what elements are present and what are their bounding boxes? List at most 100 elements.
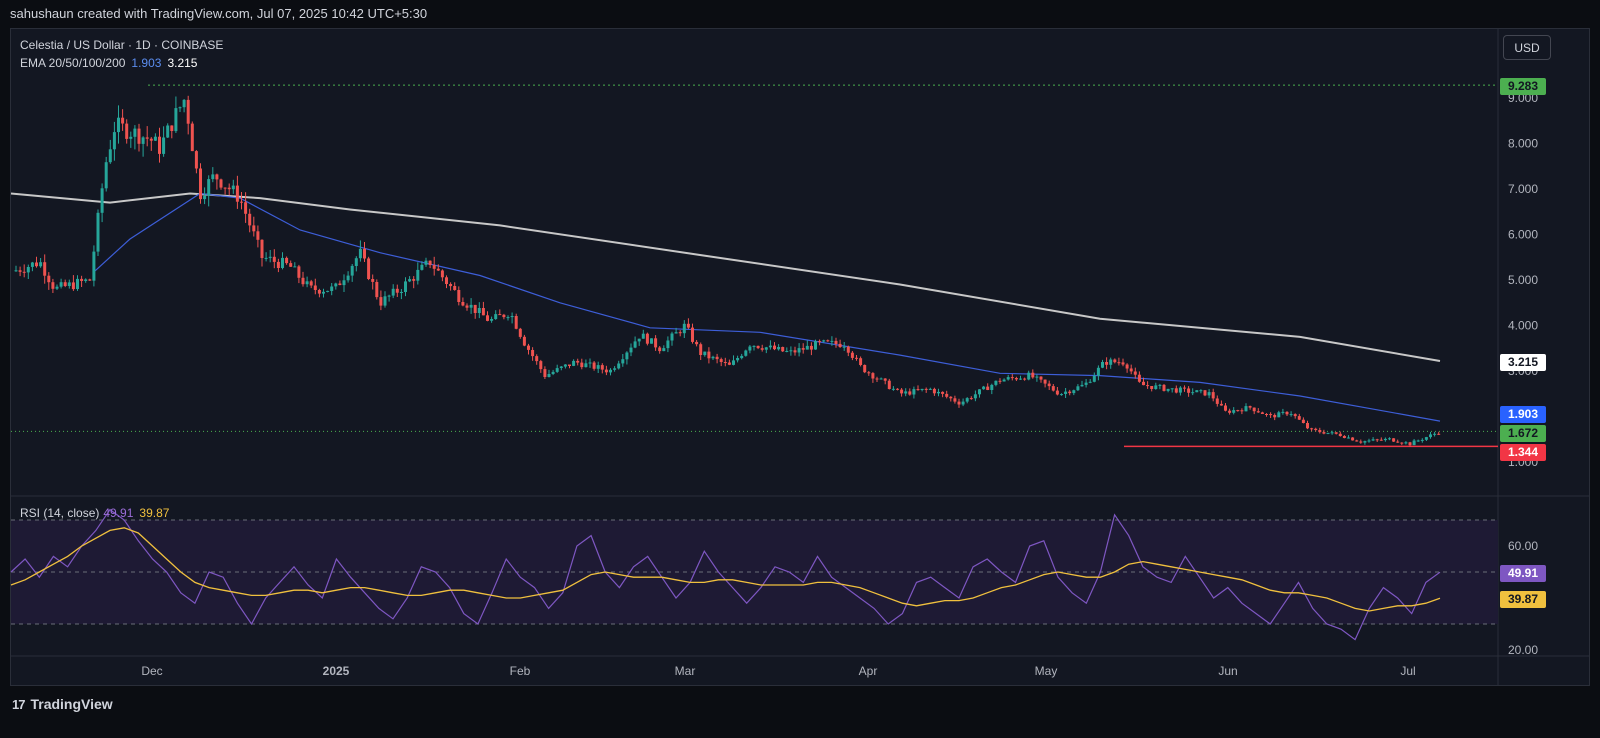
candle-body-288 bbox=[1195, 390, 1199, 393]
candle-body-148 bbox=[621, 359, 625, 364]
candle-body-337 bbox=[1396, 441, 1400, 443]
candle-body-181 bbox=[756, 345, 760, 349]
candle-body-93 bbox=[395, 288, 399, 293]
candle-body-229 bbox=[953, 398, 957, 402]
candle-body-324 bbox=[1342, 436, 1346, 438]
candle-body-86 bbox=[367, 258, 371, 279]
candle-body-252 bbox=[1047, 383, 1051, 387]
ema-legend: EMA 20/50/100/200 1.903 3.215 bbox=[20, 56, 197, 70]
candle-body-162 bbox=[678, 332, 682, 334]
candle-body-46 bbox=[203, 195, 207, 200]
candle-body-92 bbox=[391, 288, 395, 296]
candle-body-302 bbox=[1252, 407, 1256, 412]
candle-body-128 bbox=[539, 361, 543, 370]
tradingview-brand[interactable]: 17 TradingView bbox=[12, 696, 113, 712]
candle-body-168 bbox=[703, 351, 707, 356]
candle-body-5 bbox=[35, 262, 38, 267]
candle-body-49 bbox=[215, 174, 219, 180]
candle-body-330 bbox=[1367, 440, 1371, 442]
candle-body-169 bbox=[707, 351, 711, 359]
candle-body-186 bbox=[777, 347, 781, 350]
candle-body-43 bbox=[190, 123, 194, 152]
candle-body-262 bbox=[1088, 381, 1092, 383]
candle-body-235 bbox=[978, 389, 981, 395]
candle-body-203 bbox=[846, 346, 850, 353]
candle-body-257 bbox=[1068, 391, 1072, 394]
candle-body-178 bbox=[744, 350, 748, 356]
candle-body-122 bbox=[514, 316, 518, 329]
candle-body-172 bbox=[719, 359, 723, 362]
candle-body-158 bbox=[662, 348, 666, 352]
ema-lines bbox=[10, 192, 1441, 422]
candle-body-342 bbox=[1416, 440, 1420, 442]
candle-body-317 bbox=[1314, 428, 1318, 430]
candle-body-233 bbox=[969, 398, 973, 400]
candle-body-116 bbox=[490, 319, 494, 321]
candle-body-60 bbox=[260, 239, 264, 258]
candle-body-138 bbox=[580, 362, 584, 368]
candle-body-114 bbox=[481, 308, 485, 316]
candle-body-293 bbox=[1215, 398, 1219, 404]
time-tick-label-5: May bbox=[1035, 664, 1058, 678]
rsi-lines bbox=[10, 508, 1441, 641]
candle-body-141 bbox=[592, 362, 596, 369]
candle-body-94 bbox=[399, 292, 403, 293]
candle-body-216 bbox=[900, 389, 904, 394]
time-axis: Dec 2025 Feb Mar Apr May Jun Jul bbox=[141, 664, 1415, 678]
candle-body-153 bbox=[641, 333, 645, 339]
candle-body-243 bbox=[1010, 377, 1014, 379]
candle-body-236 bbox=[982, 386, 986, 390]
candle-body-300 bbox=[1244, 406, 1248, 412]
footer-bar bbox=[0, 686, 1600, 738]
candle-body-13 bbox=[67, 282, 71, 286]
candle-body-1 bbox=[18, 270, 22, 272]
time-tick-label-0: Dec bbox=[141, 664, 162, 678]
currency-button[interactable]: USD bbox=[1503, 35, 1551, 60]
candle-body-170 bbox=[711, 356, 715, 359]
candle-body-39 bbox=[174, 108, 178, 132]
candle-body-107 bbox=[453, 286, 457, 290]
candle-body-175 bbox=[732, 360, 735, 365]
candle-body-106 bbox=[449, 284, 453, 287]
ema-blue-line bbox=[94, 192, 1441, 422]
candle-body-81 bbox=[346, 275, 350, 281]
candle-body-80 bbox=[342, 280, 346, 286]
candle-body-72 bbox=[309, 281, 313, 286]
candle-body-308 bbox=[1277, 412, 1281, 418]
candle-body-35 bbox=[158, 136, 161, 154]
candle-body-264 bbox=[1096, 367, 1100, 376]
candle-body-197 bbox=[822, 340, 826, 342]
candle-body-275 bbox=[1142, 381, 1145, 386]
candle-body-329 bbox=[1363, 441, 1367, 443]
rsi-value-tag: 49.91 bbox=[1500, 565, 1546, 582]
candle-body-34 bbox=[153, 136, 157, 141]
candle-body-199 bbox=[830, 340, 834, 342]
candle-body-157 bbox=[658, 347, 662, 352]
candle-body-121 bbox=[510, 316, 514, 318]
candle-body-215 bbox=[896, 388, 899, 390]
candle-body-341 bbox=[1412, 440, 1416, 446]
candle-body-124 bbox=[522, 336, 526, 346]
candle-body-333 bbox=[1379, 439, 1383, 441]
candle-body-225 bbox=[937, 391, 940, 394]
candle-body-131 bbox=[551, 371, 555, 374]
candle-body-84 bbox=[358, 248, 362, 259]
candle-body-99 bbox=[420, 264, 424, 270]
candle-body-260 bbox=[1080, 384, 1084, 387]
candle-body-294 bbox=[1219, 403, 1223, 406]
candle-body-146 bbox=[613, 368, 617, 370]
candle-body-25 bbox=[117, 117, 120, 133]
candle-body-159 bbox=[666, 340, 670, 349]
candle-body-306 bbox=[1269, 414, 1273, 416]
candle-body-68 bbox=[293, 266, 297, 268]
candle-body-70 bbox=[301, 277, 305, 285]
candle-body-2 bbox=[22, 271, 26, 273]
candle-body-274 bbox=[1137, 374, 1141, 382]
candle-body-145 bbox=[609, 369, 612, 373]
candle-body-273 bbox=[1133, 371, 1137, 375]
candle-body-55 bbox=[240, 201, 243, 203]
candle-body-201 bbox=[838, 343, 842, 347]
candle-body-240 bbox=[998, 380, 1002, 382]
candle-body-287 bbox=[1191, 392, 1195, 394]
